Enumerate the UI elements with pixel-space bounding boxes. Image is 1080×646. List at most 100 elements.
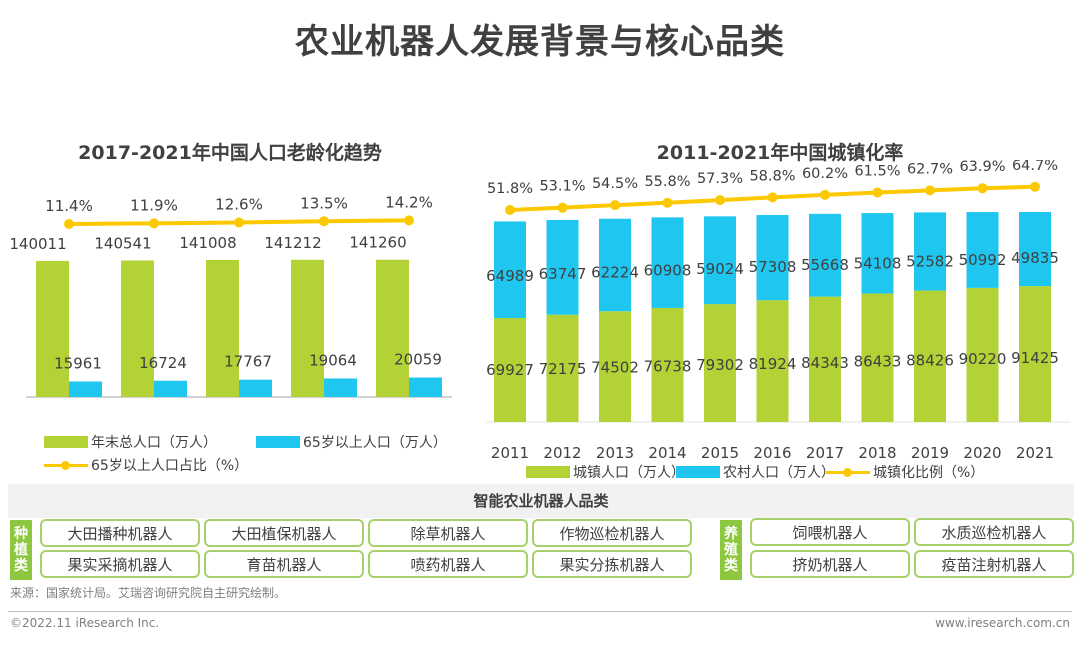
legend-swatch-blue: [256, 436, 300, 448]
bar-elderly-population: [324, 378, 357, 397]
line-point-urbanization-ratio: [767, 192, 778, 203]
data-label-urban: 84343: [801, 354, 849, 372]
legend-label: 城镇人口（万人）: [573, 465, 685, 481]
x-tick-label: 2020: [963, 444, 1001, 462]
data-label-ratio: 14.2%: [385, 193, 433, 211]
bar-rural-population: [966, 212, 999, 288]
x-tick-label: 2019: [911, 444, 949, 462]
legend-label: 65岁以上人口（万人）: [303, 435, 447, 451]
bar-urban-population: [651, 307, 684, 422]
category-item: 果实分拣机器人: [532, 550, 692, 578]
data-label-ratio: 63.9%: [959, 160, 1005, 175]
bar-rural-population: [861, 213, 894, 294]
data-label-ratio: 12.6%: [215, 195, 263, 213]
bar-rural-population: [704, 216, 736, 305]
bar-rural-population: [599, 218, 631, 312]
data-label-elderly: 16724: [139, 354, 187, 372]
data-label-ratio: 54.5%: [592, 176, 638, 192]
data-label-rural: 62224: [591, 263, 639, 281]
line-point-urbanization-ratio: [872, 187, 883, 198]
data-label-urban: 81924: [749, 355, 797, 373]
data-label-urban: 69927: [486, 361, 534, 379]
data-label-ratio: 60.2%: [802, 166, 848, 182]
data-label-elderly: 19064: [309, 351, 357, 369]
data-label-rural: 59024: [696, 260, 744, 278]
data-label-elderly: 20059: [394, 351, 442, 369]
x-tick-label: 2020: [305, 408, 343, 410]
x-tick-label: 2017: [50, 408, 88, 410]
x-tick-label: 2015: [701, 444, 739, 462]
legend-label: 农村人口（万人）: [723, 465, 835, 481]
data-label-rural: 50992: [959, 251, 1007, 269]
x-tick-label: 2016: [753, 444, 791, 462]
bar-urban-population: [861, 293, 894, 422]
data-label-ratio: 13.5%: [300, 194, 348, 212]
x-tick-label: 2018: [135, 408, 173, 410]
data-label-total: 140011: [9, 235, 66, 253]
tag-char: 养: [724, 526, 738, 542]
tag-char: 植: [14, 542, 28, 558]
data-label-rural: 60908: [644, 262, 692, 280]
bar-rural-population: [1019, 212, 1051, 287]
category-item: 作物巡检机器人: [532, 519, 692, 547]
data-label-urban: 86433: [854, 353, 902, 371]
data-label-ratio: 51.8%: [487, 181, 533, 197]
website-link[interactable]: www.iresearch.com.cn: [935, 616, 1070, 630]
category-item: 除草机器人: [368, 519, 528, 547]
data-label-urban: 72175: [539, 360, 587, 378]
bar-rural-population: [494, 221, 526, 319]
copyright: ©2022.11 iResearch Inc.: [10, 616, 160, 630]
category-item: 果实采摘机器人: [40, 550, 200, 578]
legend-swatch-green: [526, 466, 570, 478]
bar-rural-population: [809, 213, 841, 297]
category-item: 疫苗注射机器人: [914, 550, 1074, 578]
data-label-rural: 55668: [801, 256, 849, 274]
x-tick-label: 2014: [648, 444, 686, 462]
line-point-elderly-ratio: [319, 216, 329, 227]
bar-total-population: [206, 259, 239, 397]
legend-swatch-blue: [676, 466, 720, 478]
data-label-rural: 63747: [539, 265, 587, 283]
urban-legend-ratio: 城镇化比例（%）: [826, 462, 984, 482]
data-label-elderly: 17767: [224, 353, 272, 371]
data-label-ratio: 11.4%: [45, 197, 93, 215]
legend-label: 年末总人口（万人）: [91, 435, 217, 451]
bar-total-population: [121, 260, 154, 397]
bar-urban-population: [1019, 286, 1051, 422]
aging-legend-total: 年末总人口（万人）: [44, 432, 217, 452]
x-tick-label: 2017: [806, 444, 844, 462]
category-item: 水质巡检机器人: [914, 518, 1074, 546]
data-label-total: 141212: [264, 234, 321, 252]
data-label-rural: 52582: [906, 253, 954, 271]
bar-elderly-population: [69, 381, 102, 397]
data-label-ratio: 57.3%: [697, 171, 743, 187]
data-label-total: 141260: [349, 234, 406, 252]
x-tick-label: 2019: [220, 408, 258, 410]
category-item: 饲喂机器人: [750, 518, 910, 546]
data-label-rural: 64989: [486, 267, 534, 285]
line-point-urbanization-ratio: [662, 197, 673, 208]
line-point-elderly-ratio: [404, 215, 414, 226]
bar-urban-population: [756, 300, 789, 422]
bar-rural-population: [914, 212, 946, 291]
category-panel-title: 智能农业机器人品类: [8, 484, 1074, 518]
aging-legend-elderly: 65岁以上人口（万人）: [256, 432, 447, 452]
data-label-total: 141008: [179, 234, 236, 252]
bar-elderly-population: [409, 377, 442, 397]
line-point-urbanization-ratio: [925, 185, 935, 196]
category-item: 育苗机器人: [204, 550, 364, 578]
x-tick-label: 2011: [491, 444, 529, 462]
urbanization-chart-title: 2011-2021年中国城镇化率: [656, 142, 904, 164]
aging-chart-title: 2017-2021年中国人口老龄化趋势: [78, 142, 382, 164]
data-label-urban: 90220: [959, 350, 1007, 368]
page-title: 农业机器人发展背景与核心品类: [295, 22, 785, 62]
data-label-ratio: 55.8%: [644, 174, 690, 190]
bar-elderly-population: [154, 380, 187, 397]
line-point-elderly-ratio: [234, 217, 244, 228]
bar-total-population: [36, 260, 69, 397]
category-item: 挤奶机器人: [750, 550, 910, 578]
data-label-ratio: 11.9%: [130, 196, 178, 214]
category-item: 大田植保机器人: [204, 519, 364, 547]
source-note: 来源：国家统计局。艾瑞咨询研究院自主研究绘制。: [10, 586, 287, 600]
legend-label: 城镇化比例（%）: [873, 465, 985, 481]
